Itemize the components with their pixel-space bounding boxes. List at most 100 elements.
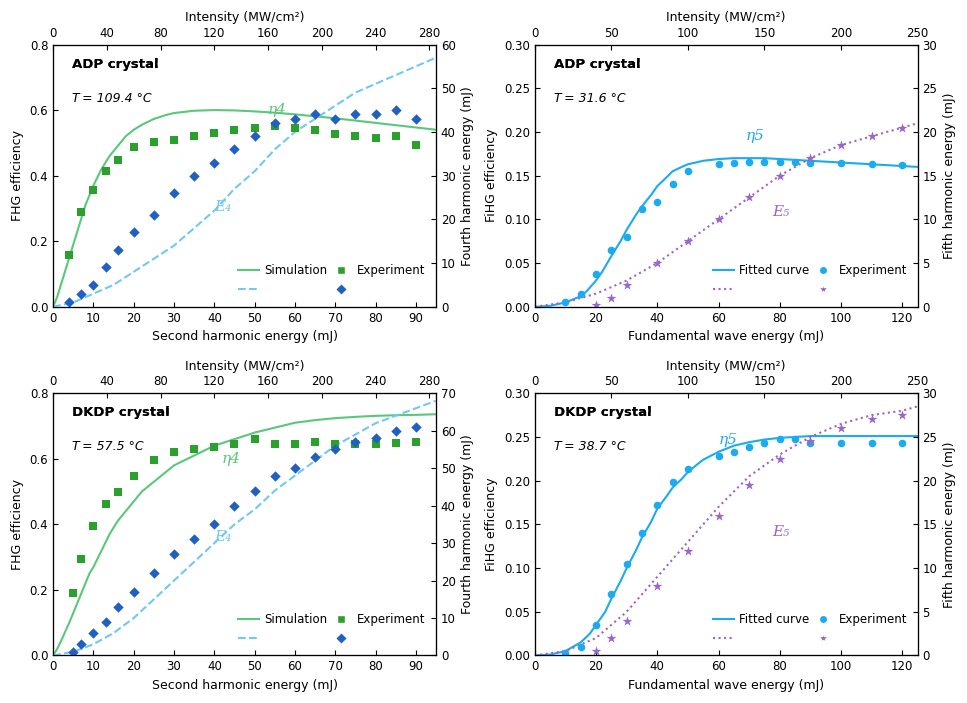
Point <box>650 580 665 591</box>
Point <box>388 425 403 437</box>
Point <box>287 113 303 124</box>
Point <box>247 485 262 496</box>
Point <box>367 109 383 120</box>
Point <box>650 196 665 207</box>
Point <box>287 439 303 450</box>
Point <box>711 159 726 170</box>
Point <box>408 113 424 124</box>
Point <box>619 279 634 290</box>
Point <box>348 437 364 448</box>
Point <box>680 464 695 475</box>
Point <box>864 159 879 170</box>
Point <box>650 257 665 269</box>
Point <box>328 129 343 140</box>
Point <box>894 437 910 449</box>
Point <box>588 299 603 311</box>
Point <box>98 616 113 627</box>
X-axis label: Fundamental wave energy (mJ): Fundamental wave energy (mJ) <box>629 679 824 692</box>
Point <box>247 131 262 142</box>
Point <box>787 156 803 167</box>
Point <box>603 245 619 256</box>
Point <box>187 131 202 142</box>
Text: ADP crystal NCPM FHG: ADP crystal NCPM FHG <box>73 58 223 70</box>
Point <box>207 127 222 138</box>
Point <box>834 139 849 150</box>
Point <box>247 434 262 445</box>
Text: DKDP crystal: DKDP crystal <box>73 406 170 420</box>
Text: η4: η4 <box>268 103 286 117</box>
Legend: Fitted curve, , Experiment, : Fitted curve, , Experiment, <box>708 608 912 650</box>
Point <box>187 444 202 455</box>
Text: DKDP crystal: DKDP crystal <box>554 406 652 420</box>
Point <box>166 134 182 146</box>
Point <box>287 122 303 134</box>
Point <box>408 437 424 448</box>
Point <box>367 132 383 143</box>
Point <box>110 486 126 497</box>
Point <box>864 131 879 142</box>
Text: DKDP crystal NCPM FiHG: DKDP crystal NCPM FiHG <box>554 406 718 420</box>
Point <box>619 615 634 626</box>
Point <box>348 130 364 141</box>
X-axis label: Intensity (MW/cm²): Intensity (MW/cm²) <box>185 360 305 373</box>
Point <box>66 646 81 657</box>
Text: T = 31.6 °C: T = 31.6 °C <box>554 91 626 105</box>
Point <box>126 586 141 598</box>
Point <box>742 479 757 491</box>
Legend: Simulation, , Experiment, : Simulation, , Experiment, <box>233 608 430 650</box>
Text: ADP crystal: ADP crystal <box>554 58 640 70</box>
Point <box>287 463 303 474</box>
Text: η5: η5 <box>746 129 764 143</box>
Point <box>680 545 695 556</box>
Point <box>803 437 818 449</box>
Point <box>388 131 403 142</box>
Legend: Simulation, , Experiment, : Simulation, , Experiment, <box>233 259 430 301</box>
Y-axis label: FiHG efficiency: FiHG efficiency <box>485 477 498 571</box>
Point <box>73 206 89 217</box>
Text: η4: η4 <box>221 452 241 466</box>
Point <box>742 156 757 167</box>
X-axis label: Intensity (MW/cm²): Intensity (MW/cm²) <box>666 11 786 24</box>
Point <box>864 437 879 449</box>
Point <box>226 144 242 155</box>
Point <box>86 520 102 531</box>
Y-axis label: FHG efficiency: FHG efficiency <box>11 479 24 570</box>
Point <box>803 436 818 447</box>
Point <box>834 437 849 449</box>
Point <box>772 170 787 181</box>
Point <box>742 192 757 203</box>
Text: E₅: E₅ <box>772 205 789 219</box>
Point <box>110 601 126 612</box>
Point <box>73 553 89 565</box>
Point <box>894 409 910 420</box>
Point <box>267 117 282 129</box>
Point <box>619 231 634 243</box>
Point <box>328 113 343 124</box>
Text: ADP crystal: ADP crystal <box>73 58 159 70</box>
Point <box>573 641 589 652</box>
Point <box>680 236 695 247</box>
Point <box>86 185 102 196</box>
Point <box>226 500 242 511</box>
Point <box>328 444 343 455</box>
Text: E₅: E₅ <box>772 525 789 539</box>
Point <box>126 227 141 238</box>
Text: DKDP crystal: DKDP crystal <box>73 406 170 420</box>
Text: E₄: E₄ <box>214 531 231 544</box>
Point <box>894 122 910 133</box>
Point <box>187 534 202 545</box>
Point <box>603 633 619 644</box>
X-axis label: Second harmonic energy (mJ): Second harmonic energy (mJ) <box>152 330 337 343</box>
Point <box>226 124 242 136</box>
Point <box>665 477 681 488</box>
Point <box>308 437 323 448</box>
Y-axis label: Fourth harmonic energy (mJ): Fourth harmonic energy (mJ) <box>461 434 474 614</box>
X-axis label: Intensity (MW/cm²): Intensity (MW/cm²) <box>185 11 305 24</box>
Y-axis label: FHG efficiency: FHG efficiency <box>11 130 24 221</box>
Point <box>588 619 603 631</box>
Point <box>726 157 742 168</box>
Point <box>726 446 742 458</box>
Point <box>367 432 383 444</box>
X-axis label: Intensity (MW/cm²): Intensity (MW/cm²) <box>666 360 786 373</box>
Point <box>308 451 323 463</box>
